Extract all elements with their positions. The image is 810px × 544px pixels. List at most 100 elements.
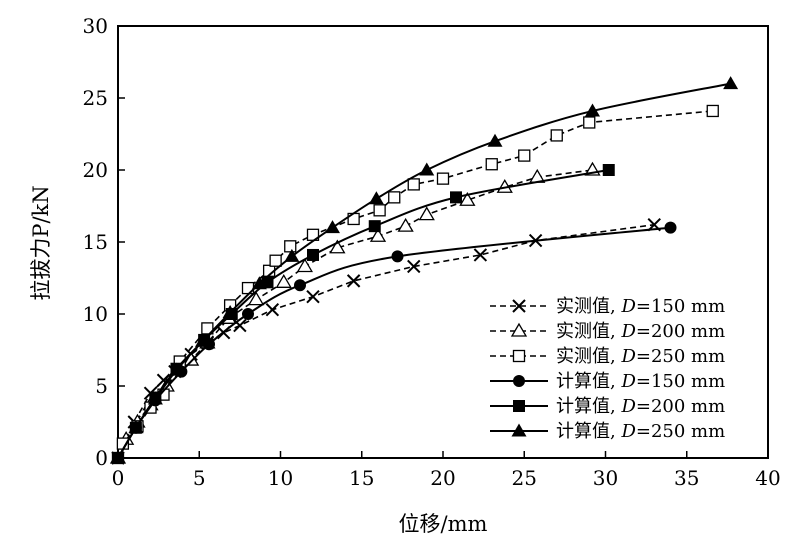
legend-item-5: 计算值, D=200 mm (490, 396, 725, 417)
data-point (373, 204, 386, 217)
data-point (419, 162, 435, 176)
marker-stroke (512, 299, 526, 313)
legend-label: 实测值, D=200 mm (556, 321, 725, 342)
legend-item-2: 实测值, D=200 mm (490, 321, 725, 342)
legend-label: 实测值, D=150 mm (556, 296, 725, 317)
data-point (265, 302, 280, 317)
x-tick-label: 0 (112, 466, 125, 490)
y-tick-label: 20 (83, 158, 108, 182)
x-tick-label: 5 (193, 466, 206, 490)
data-point (369, 227, 387, 242)
marker-stroke (346, 274, 361, 288)
data-point (391, 250, 404, 263)
data-point (388, 191, 401, 204)
data-point (296, 258, 314, 273)
data-point (329, 239, 346, 254)
y-tick-label: 25 (83, 86, 108, 110)
data-point (294, 279, 306, 292)
series-2 (109, 161, 601, 464)
x-tick-label: 30 (593, 466, 618, 490)
data-point (487, 133, 503, 147)
legend-item-3: 实测值, D=250 mm (490, 346, 725, 367)
data-point (397, 217, 414, 232)
marker-stroke (407, 259, 421, 274)
data-point (585, 103, 600, 117)
legend-marker (511, 423, 527, 437)
data-point (275, 274, 292, 288)
x-tick-label: 20 (430, 466, 455, 490)
legend-label: 计算值, D=200 mm (556, 396, 725, 417)
marker-stroke (233, 318, 247, 333)
data-point (306, 290, 320, 304)
legend-item-1: 实测值, D=150 mm (490, 296, 725, 317)
marker-stroke (265, 302, 280, 317)
series-5 (112, 164, 615, 464)
x-tick-label: 40 (755, 466, 780, 490)
series-line (117, 169, 609, 459)
data-point (602, 164, 615, 176)
data-point (247, 291, 265, 306)
x-tick-label: 25 (512, 466, 537, 490)
data-point (418, 206, 435, 221)
legend: 实测值, D=150 mm 实测值, D=200 mm 实测值, D=250 mm 计… (490, 296, 725, 442)
data-point (706, 104, 719, 118)
data-point (284, 248, 300, 262)
data-point (723, 76, 739, 90)
plot-frame (117, 25, 769, 459)
data-point (269, 254, 282, 267)
x-axis-title: 位移/mm (399, 512, 488, 536)
data-point (201, 322, 214, 335)
data-point (346, 274, 361, 288)
x-tick-label: 15 (349, 466, 374, 490)
legend-label: 实测值, D=250 mm (556, 346, 725, 367)
marker-stroke (156, 373, 171, 387)
data-point (550, 129, 563, 142)
data-point (251, 276, 267, 290)
marker-stroke (306, 290, 320, 304)
axes: 0 5 10 15 20 25 30 35 40 0 5 10 15 20 25 30 (83, 14, 781, 490)
data-point (110, 450, 126, 464)
data-point (128, 420, 144, 434)
y-tick-label: 10 (83, 302, 108, 326)
legend-item-6: 计算值, D=250 mm (490, 421, 725, 442)
series-line (117, 223, 655, 459)
data-point (169, 362, 184, 376)
legend-label: 计算值, D=150 mm (556, 371, 725, 392)
data-point (368, 220, 381, 233)
data-point (195, 333, 210, 347)
data-point (664, 221, 677, 234)
legend-item-4: 计算值, D=150 mm (490, 371, 725, 392)
data-point (242, 308, 254, 320)
y-tick-label: 5 (95, 374, 108, 398)
y-tick-label: 30 (83, 14, 108, 38)
data-point (473, 248, 488, 262)
y-tick-label: 15 (83, 230, 108, 254)
legend-marker (513, 400, 525, 412)
legend-marker (513, 375, 525, 387)
x-tick-label: 10 (268, 466, 293, 490)
x-tick-label: 35 (674, 466, 699, 490)
data-point (459, 191, 476, 206)
data-point (222, 305, 238, 319)
legend-marker (512, 299, 526, 313)
marker-stroke (473, 248, 488, 262)
data-point (407, 178, 420, 191)
data-point (147, 391, 163, 405)
legend-marker (512, 349, 526, 363)
data-point (407, 259, 421, 274)
data-point (233, 318, 247, 333)
data-point (368, 191, 384, 205)
plot-area (109, 76, 739, 465)
data-point (307, 248, 319, 261)
y-axis-title: 拉拔力P/kN (29, 185, 53, 300)
data-point (485, 158, 498, 171)
data-point (284, 240, 297, 253)
legend-label: 计算值, D=250 mm (556, 421, 725, 442)
data-point (583, 116, 596, 129)
data-point (325, 220, 340, 234)
data-point (436, 172, 450, 185)
data-point (518, 149, 531, 162)
data-point (450, 191, 462, 204)
y-tick-label: 0 (95, 446, 108, 470)
